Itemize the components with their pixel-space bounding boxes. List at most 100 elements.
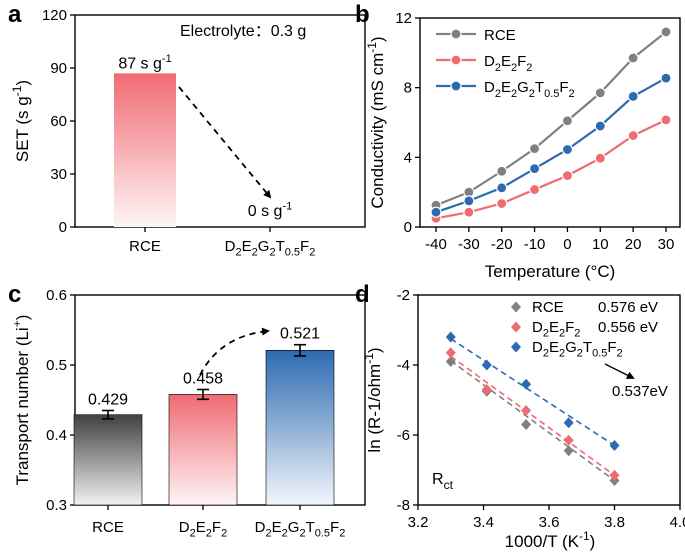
panel-b-legend-label: D2E2F2 (484, 53, 532, 74)
panel-a-xtick-label: D2E2G2T0.5F2 (225, 238, 316, 259)
panel-d-point (609, 469, 620, 481)
panel-b-point (528, 143, 541, 155)
panel-a-ytick-label: 30 (50, 166, 67, 183)
panel-b-point (627, 129, 639, 142)
panel-d-xtick-label: 3.4 (473, 514, 494, 531)
panel-b-xtick-label: 10 (592, 236, 609, 253)
panel-c-ytick-label: 0.4 (46, 427, 67, 444)
panel-a-ytick-label: 90 (50, 60, 67, 77)
panel-c-ytick-label: 0.5 (46, 357, 67, 374)
panel-b-point (463, 195, 475, 207)
panel-d-legend-label: D2E2G2T0.5F2 (532, 339, 623, 360)
panel-b-ytick-label: 8 (404, 80, 412, 97)
panel-c-bar (73, 414, 143, 506)
panel-b-legend-label: RCE (484, 27, 516, 44)
panel-b-point (430, 206, 442, 218)
panel-d-legend-marker (511, 341, 521, 353)
panel-d-point (563, 434, 574, 446)
panel-a-data-label-rce: 87 s g-1 (118, 53, 171, 72)
panel-b-ytick-label: 0 (404, 219, 412, 236)
panel-a-annotation: Electrolyte：0.3 g (180, 23, 306, 40)
panel-d-xtick-label: 4.0 (670, 514, 685, 531)
panel-d-ylabel: ln (R-1/ohm-1) (362, 347, 384, 452)
panel-c-ytick-label: 0.3 (46, 497, 67, 514)
panel-b-xtick-label: -10 (524, 236, 546, 253)
panel-d-legend-energy: 0.556 eV (598, 319, 658, 336)
panel-d-point (609, 440, 620, 451)
panel-d-point (445, 331, 456, 343)
panel-b-legend-marker (450, 28, 462, 40)
panel-a-ytick-label: 120 (42, 7, 67, 24)
panel-b-xtick-label: 20 (625, 236, 642, 253)
panel-d-ytick-label: -6 (397, 427, 410, 444)
panel-b-xtick-label: 0 (563, 236, 571, 253)
panel-a-xtick-label: RCE (129, 238, 161, 255)
panel-d-xtick-label: 3.8 (604, 514, 625, 531)
panel-c-data-label: 0.521 (280, 326, 320, 343)
panel-d-point (445, 347, 456, 359)
panel-a-data-label-d2e2g2t: 0 s g-1 (248, 201, 292, 220)
panel-a-ytick-label: 0 (59, 219, 67, 236)
panel-b-legend-label: D2E2G2T0.5F2 (484, 79, 575, 100)
panel-b-point (496, 182, 508, 194)
panel-d-fit-line (450, 360, 615, 482)
panel-b-point (496, 165, 508, 177)
panel-b-series-line (435, 77, 667, 214)
panel-b-point (627, 52, 639, 64)
panel-d-point (563, 445, 574, 457)
panel-d-xlabel: 1000/T (K-1) (505, 529, 596, 551)
panel-c-bar (265, 349, 335, 506)
panel-a-ytick-label: 60 (50, 113, 67, 130)
panel-d-arrow-label: 0.537eV (612, 383, 668, 400)
panel-c-xtick-label: D2E2G2T0.5F2 (255, 519, 346, 540)
panel-d-legend-label: RCE (532, 299, 564, 316)
panel-b-point (528, 163, 541, 175)
panel-b-label: b (355, 1, 370, 28)
panel-d-legend-marker (511, 301, 521, 313)
panel-b-legend-marker (450, 80, 462, 92)
panel-b-point (660, 26, 672, 38)
panel-b-point (660, 72, 672, 84)
panel-d-point (521, 405, 532, 416)
panel-b-ytick-label: 4 (404, 149, 412, 166)
panel-b-legend-marker (450, 54, 462, 66)
panel-d-point (481, 359, 492, 371)
panel-d-label: d (355, 281, 370, 308)
panel-b-point (594, 120, 606, 132)
panel-d-fit-line (450, 338, 615, 447)
panel-b-ytick-label: 12 (395, 10, 412, 27)
panel-c-data-label: 0.429 (88, 392, 128, 409)
panel-b-point (627, 90, 639, 102)
panel-d-point (481, 384, 492, 395)
panel-b-xlabel: Temperature (°C) (485, 262, 616, 281)
panel-b-xtick-label: -20 (491, 236, 513, 253)
panel-b-xtick-label: -40 (425, 236, 447, 253)
panel-d-arrow (604, 363, 635, 379)
panel-b-xtick-label: 30 (658, 236, 675, 253)
panel-b-point (561, 115, 574, 127)
panel-d-xtick-label: 3.2 (408, 514, 429, 531)
panel-c-xtick-label: D2E2F2 (179, 519, 227, 540)
panel-d-ytick-label: -4 (397, 357, 410, 374)
panel-b-point (528, 183, 541, 196)
panel-b-frame (419, 17, 681, 228)
panel-d-annotation: Rct (432, 471, 454, 492)
panel-d-point (521, 419, 532, 430)
panel-c-ytick-label: 0.6 (46, 287, 67, 304)
panel-c-bar (168, 394, 238, 506)
panel-a-arrow (178, 86, 272, 199)
panel-c-xtick-label: RCE (92, 519, 124, 536)
panel-b-point (660, 114, 672, 126)
panel-b-series-line (435, 118, 667, 220)
panel-c-ylabel: Transport number (Li+) (10, 315, 32, 486)
panel-d-legend-energy: 0.576 eV (598, 299, 658, 316)
panel-d-fit-line (450, 355, 615, 476)
panel-b-ylabel: Conductivity (mS cm-1) (365, 36, 387, 208)
panel-b-point (594, 152, 606, 164)
panel-d-xtick-label: 3.6 (539, 514, 560, 531)
panel-c-data-label: 0.458 (183, 371, 223, 388)
panel-b-point (594, 87, 606, 99)
panel-d-legend-label: D2E2F2 (532, 319, 580, 340)
